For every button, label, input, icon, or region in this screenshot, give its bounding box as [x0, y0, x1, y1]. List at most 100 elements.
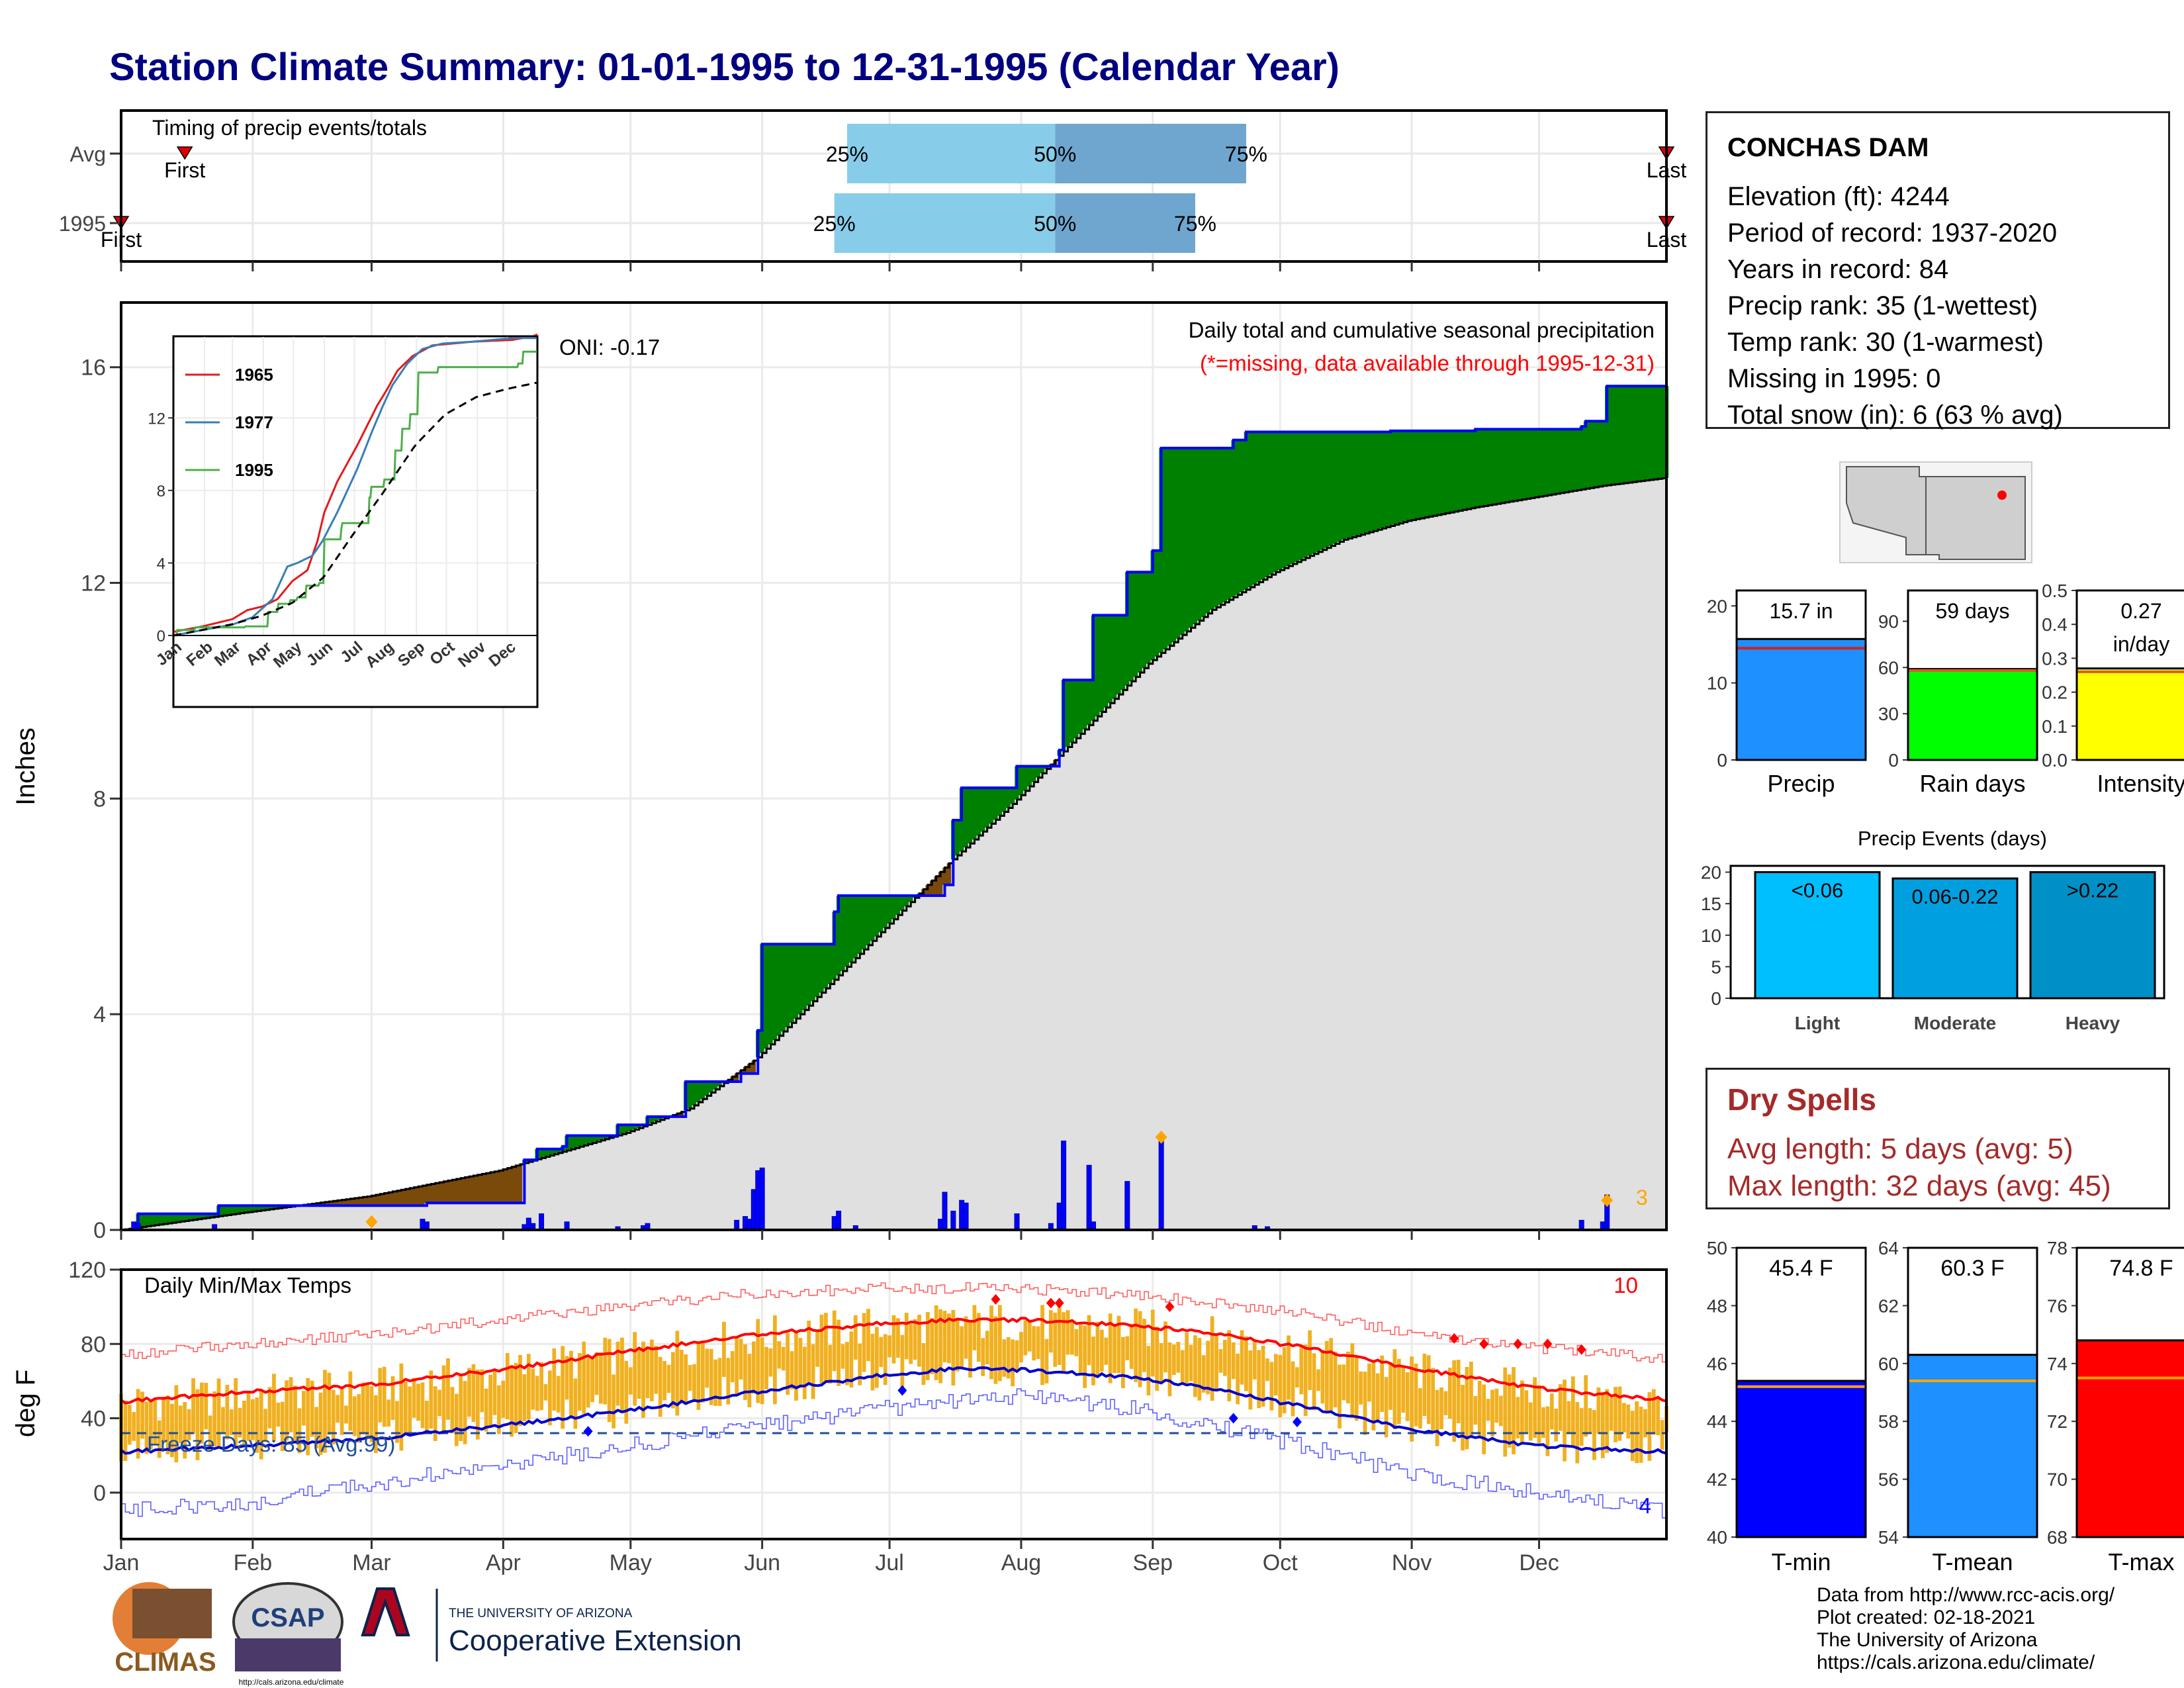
- daily-precip-bar: [734, 1219, 740, 1231]
- daily-temp-bar: [463, 1381, 467, 1444]
- daily-temp-bar: [1507, 1374, 1512, 1448]
- timing-row-label: Avg: [69, 142, 106, 166]
- daily-precip-bar: [759, 1167, 765, 1231]
- daily-temp-bar: [849, 1331, 854, 1387]
- daily-temp-bar: [739, 1338, 743, 1380]
- daily-temp-bar: [1516, 1397, 1520, 1438]
- summary-ytick-label: 0.2: [2042, 682, 2068, 703]
- daily-temp-bar: [1032, 1326, 1036, 1361]
- dry-spells-title: Dry Spells: [1727, 1082, 1876, 1117]
- daily-temp-bar: [989, 1305, 993, 1380]
- daily-temp-bar: [1057, 1303, 1062, 1366]
- daily-temp-bar: [1384, 1377, 1388, 1438]
- daily-temp-bar: [1392, 1349, 1397, 1430]
- daily-temp-bar: [497, 1385, 501, 1434]
- daily-temp-bar: [1426, 1355, 1431, 1425]
- daily-temp-bar: [289, 1377, 293, 1432]
- daily-temp-bar: [475, 1369, 480, 1440]
- daily-temp-bar: [700, 1342, 705, 1403]
- month-label: Oct: [1263, 1550, 1298, 1575]
- daily-temp-bar: [1422, 1353, 1427, 1417]
- daily-temp-bar: [327, 1372, 332, 1435]
- daily-temp-bar: [900, 1335, 905, 1389]
- events-ytick-label: 5: [1711, 957, 1721, 977]
- record-tmin-line: [121, 1388, 1667, 1519]
- credit-line: The University of Arizona: [1817, 1629, 2038, 1651]
- summary-ytick-label: 60: [1878, 1354, 1899, 1374]
- month-label: Jul: [875, 1550, 903, 1575]
- daily-temp-bar: [1218, 1349, 1223, 1373]
- daily-temp-bar: [1435, 1389, 1439, 1446]
- daily-temp-bar: [964, 1316, 968, 1359]
- daily-temp-bar: [382, 1366, 387, 1427]
- event-bar-label: >0.22: [2067, 879, 2118, 902]
- summary-ytick-label: 62: [1878, 1295, 1899, 1316]
- daily-temp-bar: [654, 1346, 659, 1394]
- daily-temp-bar: [437, 1389, 441, 1417]
- precip-ytick-label: 4: [93, 1002, 106, 1027]
- timing-bar-q25-q50: [846, 124, 1056, 183]
- daily-temp-bar: [1295, 1367, 1299, 1388]
- daily-temp-bar: [1447, 1368, 1452, 1419]
- summary-value-label: 60.3 F: [1940, 1256, 2004, 1281]
- daily-temp-bar: [713, 1359, 717, 1406]
- summary-ytick-label: 42: [1707, 1470, 1727, 1490]
- daily-temp-bar: [684, 1354, 688, 1405]
- daily-temp-bar: [340, 1389, 344, 1435]
- daily-temp-bar: [671, 1352, 675, 1409]
- daily-temp-bar: [1537, 1385, 1541, 1443]
- daily-temp-bar: [238, 1407, 242, 1438]
- daily-temp-bar: [293, 1385, 297, 1441]
- events-ytick-label: 10: [1701, 925, 1721, 946]
- month-label: Jan: [103, 1550, 140, 1575]
- daily-temp-bar: [1316, 1369, 1320, 1391]
- daily-temp-bar: [1567, 1401, 1571, 1432]
- daily-temp-bar: [1363, 1372, 1367, 1435]
- timing-quantile-label: 25%: [826, 142, 868, 166]
- daily-temp-bar: [747, 1354, 752, 1408]
- daily-temp-bar: [149, 1400, 153, 1450]
- daily-temp-bar: [1596, 1387, 1601, 1434]
- summary-bar: [2075, 1339, 2184, 1538]
- station-precip-rank: Precip rank: 35 (1-wettest): [1727, 291, 2038, 320]
- daily-temp-bar: [1320, 1350, 1325, 1404]
- daily-temp-bar: [828, 1344, 833, 1384]
- station-missing: Missing in 1995: 0: [1727, 364, 1941, 393]
- daily-temp-bar: [378, 1368, 383, 1423]
- station-temp-rank: Temp rank: 30 (1-warmest): [1727, 328, 2044, 357]
- daily-temp-bar: [981, 1338, 985, 1376]
- daily-temp-bar: [960, 1326, 964, 1367]
- precip-ytick-label: 0: [93, 1218, 106, 1243]
- daily-temp-bar: [446, 1358, 450, 1420]
- daily-temp-bar: [768, 1348, 773, 1377]
- daily-temp-bar: [615, 1341, 620, 1406]
- summary-value-label: in/day: [2113, 632, 2169, 656]
- daily-precip-bar: [1578, 1219, 1584, 1231]
- daily-temp-bar: [1375, 1373, 1380, 1420]
- daily-temp-bar: [1273, 1354, 1278, 1396]
- daily-temp-bar: [1210, 1316, 1214, 1401]
- daily-temp-bar: [1257, 1350, 1261, 1409]
- daily-temp-bar: [760, 1337, 764, 1405]
- record-tmax-line: [121, 1282, 1667, 1363]
- daily-temp-bar: [845, 1342, 849, 1385]
- record-high-marker: [1513, 1338, 1523, 1350]
- inset-series-line: [173, 337, 537, 637]
- daily-temp-bar: [1193, 1335, 1197, 1397]
- daily-temp-bar: [590, 1356, 594, 1403]
- daily-temp-bar: [387, 1399, 391, 1427]
- daily-temp-bar: [526, 1354, 531, 1420]
- daily-temp-bar: [395, 1401, 399, 1443]
- daily-temp-bar: [1104, 1337, 1109, 1365]
- daily-temp-bar: [1023, 1320, 1028, 1356]
- daily-temp-bar: [1113, 1325, 1116, 1374]
- record-low-marker: [1228, 1413, 1238, 1424]
- daily-temp-bar: [620, 1337, 624, 1413]
- event-bar: [2029, 871, 2156, 1000]
- daily-temp-bar: [259, 1390, 263, 1460]
- daily-temp-bar: [1036, 1326, 1040, 1360]
- daily-temp-bar: [938, 1309, 942, 1383]
- precip-events-panel: Precip Events (days) 0 5 10 15 20 <0.06 Light 0.…: [1701, 827, 2165, 1033]
- daily-temp-bar: [603, 1337, 608, 1405]
- precip-panel-note: (*=missing, data available through 1995-…: [1200, 351, 1655, 375]
